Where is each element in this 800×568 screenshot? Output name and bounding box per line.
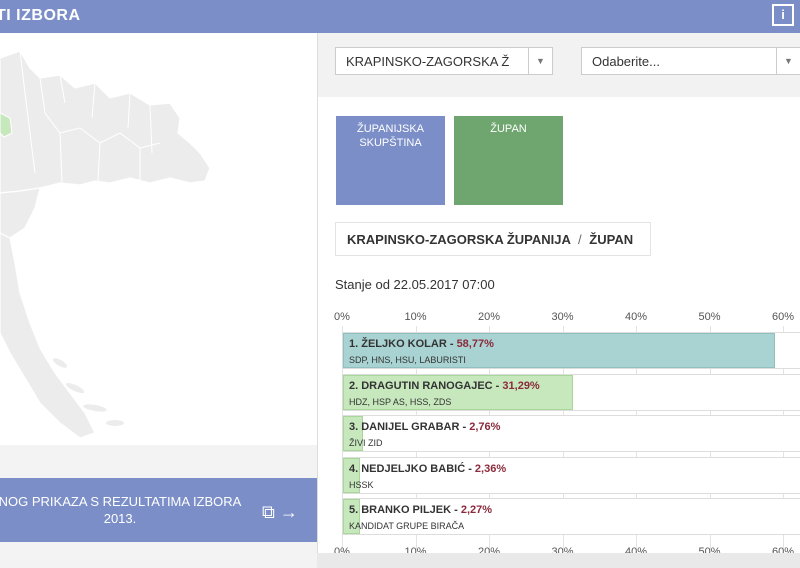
candidate-percent: 2,36% — [474, 462, 507, 475]
candidate-name: 3. DANIJEL GRABAR - 2,76% — [349, 421, 501, 433]
map-region-dalmatia — [0, 232, 96, 439]
candidate-bar — [343, 499, 360, 534]
candidate-percent: 2,76% — [469, 421, 501, 433]
breadcrumb-office: ŽUPAN — [589, 232, 634, 247]
municipality-select[interactable]: Odaberite... ▼ — [581, 47, 800, 75]
candidate-row[interactable]: 3. DANIJEL GRABAR - 2,76% ŽIVI ZID — [342, 415, 800, 452]
panel-divider — [317, 33, 318, 568]
status-timestamp: Stanje od 22.05.2017 07:00 — [335, 277, 495, 292]
x-tick-label: 50% — [698, 311, 721, 323]
map-highlight-krapinsko-zagorska — [0, 112, 13, 138]
candidate-name: 1. ŽELJKO KOLAR - 58,77% — [349, 338, 494, 350]
banner-text: NOG PRIKAZA S REZULTATIMA IZBORA 2013. — [0, 494, 242, 526]
candidate-row[interactable]: 5. BRANKO PILJEK - 2,27% KANDIDAT GRUPE B… — [342, 498, 800, 535]
arrow-right-icon: → — [279, 502, 298, 522]
candidate-party: ŽIVI ZID — [349, 438, 383, 448]
map-svg — [0, 50, 211, 439]
x-tick-label: 10% — [404, 311, 427, 323]
map-region-lika — [0, 187, 41, 239]
candidate-bar — [343, 416, 364, 451]
chevron-down-icon: ▼ — [528, 48, 552, 74]
x-tick-label: 20% — [477, 311, 501, 323]
info-button[interactable]: i — [772, 4, 794, 26]
left-panel: NOG PRIKAZA S REZULTATIMA IZBORA 2013. ⧉… — [0, 33, 317, 568]
tile-prefect[interactable]: ŽUPAN — [454, 116, 563, 205]
tile-county-assembly[interactable]: ŽUPANIJSKA SKUPŠTINA — [336, 116, 445, 205]
copy-icon: ⧉ — [262, 502, 275, 522]
previous-results-banner[interactable]: NOG PRIKAZA S REZULTATIMA IZBORA 2013. ⧉… — [0, 478, 317, 542]
candidate-name: 2. DRAGUTIN RANOGAJEC - 31,29% — [349, 379, 540, 392]
croatia-map[interactable] — [0, 33, 317, 445]
chevron-down-icon: ▼ — [776, 48, 800, 74]
candidate-percent: 58,77% — [456, 338, 494, 350]
candidate-name: 5. BRANKO PILJEK - 2,27% — [349, 504, 493, 516]
candidate-bar — [343, 457, 361, 493]
county-select[interactable]: KRAPINSKO-ZAGORSKA Ž ▼ — [335, 47, 553, 75]
candidate-row[interactable]: 4. NEDJELJKO BABIĆ - 2,36% HSSK — [342, 456, 800, 494]
right-panel: KRAPINSKO-ZAGORSKA Ž ▼ Odaberite... ▼ ŽU… — [318, 33, 800, 568]
x-tick-label: 0% — [334, 311, 350, 323]
candidate-party: SDP, HNS, HSU, LABURISTI — [349, 355, 466, 365]
candidate-bar — [343, 374, 573, 410]
x-tick-label: 30% — [551, 311, 574, 323]
candidate-percent: 31,29% — [502, 379, 540, 392]
header-bar: TI IZBORA i — [0, 0, 800, 33]
select-bar: KRAPINSKO-ZAGORSKA Ž ▼ Odaberite... ▼ — [318, 33, 800, 97]
candidate-name: 4. NEDJELJKO BABIĆ - 2,36% — [349, 462, 507, 475]
candidate-bar — [343, 333, 775, 368]
horizontal-scrollbar[interactable] — [317, 553, 800, 568]
page-title: TI IZBORA — [0, 7, 81, 24]
candidate-party: HSSK — [349, 479, 374, 490]
candidate-row[interactable]: 1. ŽELJKO KOLAR - 58,77% SDP, HNS, HSU, L… — [342, 332, 800, 369]
breadcrumb: KRAPINSKO-ZAGORSKA ŽUPANIJA / ŽUPAN — [335, 222, 651, 256]
candidate-party: HDZ, HSP AS, HSS, ZDS — [349, 396, 452, 407]
candidate-row[interactable]: 2. DRAGUTIN RANOGAJEC - 31,29% HDZ, HSP A… — [342, 373, 800, 411]
map-region-north — [0, 50, 211, 194]
candidate-party: KANDIDAT GRUPE BIRAČA — [349, 521, 465, 531]
x-tick-label: 40% — [624, 311, 648, 323]
x-tick-label: 60% — [771, 311, 795, 323]
breadcrumb-county[interactable]: KRAPINSKO-ZAGORSKA ŽUPANIJA — [347, 232, 571, 247]
candidate-percent: 2,27% — [460, 504, 493, 516]
x-axis-top: 0% 10% 20% 30% 40% 50% 60% — [334, 311, 800, 327]
